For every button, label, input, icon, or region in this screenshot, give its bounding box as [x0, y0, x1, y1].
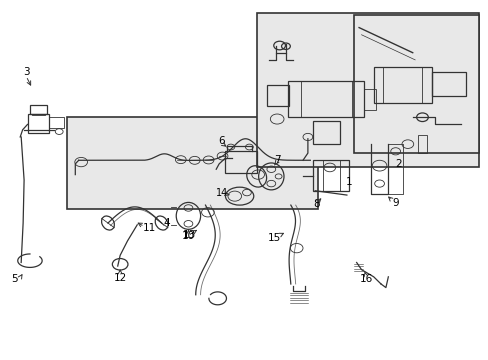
Text: 14: 14 — [216, 188, 228, 198]
Bar — [353, 15, 478, 153]
Bar — [256, 13, 478, 167]
Text: 13: 13 — [183, 230, 196, 239]
Bar — [431, 72, 466, 96]
Text: 5: 5 — [11, 274, 18, 284]
Bar — [363, 89, 375, 110]
Bar — [312, 160, 348, 191]
Text: 11: 11 — [142, 224, 156, 233]
Text: 12: 12 — [113, 273, 126, 283]
Bar — [267, 85, 289, 107]
Bar — [312, 121, 339, 144]
Text: 6: 6 — [217, 136, 224, 145]
Text: 16: 16 — [359, 274, 372, 284]
Text: 1: 1 — [346, 177, 352, 187]
Bar — [27, 114, 49, 134]
Text: 9: 9 — [391, 198, 398, 208]
Text: 8: 8 — [313, 199, 319, 210]
Text: 3: 3 — [22, 67, 29, 77]
Text: 15: 15 — [267, 233, 281, 243]
Bar — [373, 67, 431, 103]
Bar — [288, 81, 363, 117]
Text: 2: 2 — [394, 159, 401, 169]
Bar — [30, 105, 47, 114]
Text: 10: 10 — [182, 231, 195, 241]
Text: 7: 7 — [274, 155, 281, 165]
Bar — [49, 117, 64, 128]
Bar — [66, 117, 317, 209]
Text: 4: 4 — [163, 218, 170, 228]
Bar — [224, 151, 256, 173]
Bar — [417, 135, 427, 153]
